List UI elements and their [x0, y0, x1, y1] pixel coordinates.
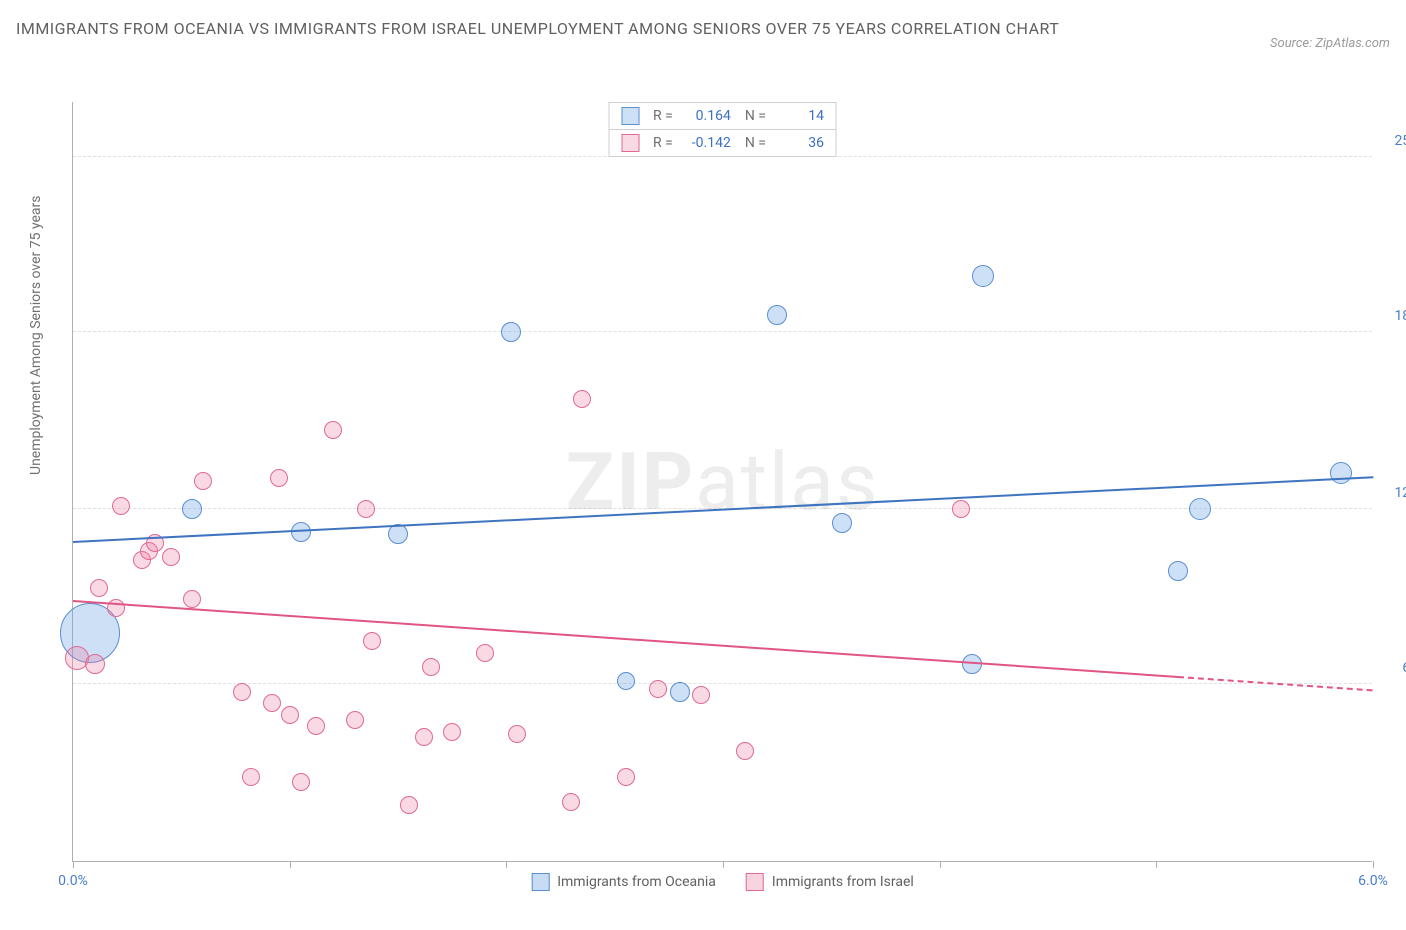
y-axis-label: Unemployment Among Seniors over 75 years — [28, 455, 44, 475]
data-point — [422, 658, 440, 676]
data-point — [183, 590, 201, 608]
x-tick-label: 6.0% — [1358, 873, 1388, 889]
y-tick-label: 25.0% — [1377, 133, 1406, 149]
data-point — [400, 796, 418, 814]
x-tick — [506, 861, 507, 868]
x-tick — [940, 861, 941, 868]
trend-line — [73, 476, 1373, 543]
chart-title: IMMIGRANTS FROM OCEANIA VS IMMIGRANTS FR… — [16, 16, 1059, 42]
data-point — [952, 500, 970, 518]
data-point — [1168, 561, 1188, 581]
x-tick-label: 0.0% — [58, 873, 88, 889]
data-point — [346, 711, 364, 729]
data-point — [670, 682, 690, 702]
x-tick — [73, 861, 74, 868]
data-point — [617, 768, 635, 786]
x-tick — [1373, 861, 1374, 868]
correlation-chart: IMMIGRANTS FROM OCEANIA VS IMMIGRANTS FR… — [16, 16, 1390, 914]
data-point — [443, 723, 461, 741]
stats-legend-row-israel: R = -0.142 N = 36 — [609, 130, 836, 156]
data-point — [182, 499, 202, 519]
data-point — [649, 680, 667, 698]
data-point — [324, 421, 342, 439]
data-point — [692, 686, 710, 704]
gridline — [73, 683, 1372, 684]
series-legend: Immigrants from Oceania Immigrants from … — [531, 873, 914, 891]
legend-label: Immigrants from Israel — [772, 874, 914, 890]
data-point — [90, 579, 108, 597]
data-point — [281, 706, 299, 724]
data-point — [972, 265, 994, 287]
data-point — [194, 472, 212, 490]
n-label: N = — [745, 135, 766, 151]
r-label: R = — [653, 135, 673, 151]
watermark-light: atlas — [695, 435, 879, 529]
data-point — [242, 768, 260, 786]
data-point — [832, 513, 852, 533]
data-point — [617, 672, 635, 690]
swatch-israel — [746, 873, 764, 891]
n-label: N = — [745, 108, 766, 124]
y-tick-label: 6.3% — [1377, 660, 1406, 676]
data-point — [107, 599, 125, 617]
r-value-oceania: 0.164 — [681, 108, 731, 124]
gridline — [73, 331, 1372, 332]
data-point — [476, 644, 494, 662]
data-point — [767, 305, 787, 325]
x-tick — [1156, 861, 1157, 868]
y-tick-label: 12.5% — [1377, 485, 1406, 501]
x-tick — [290, 861, 291, 868]
data-point — [162, 548, 180, 566]
data-point — [263, 694, 281, 712]
stats-legend-row-oceania: R = 0.164 N = 14 — [609, 103, 836, 130]
swatch-oceania — [621, 107, 639, 125]
data-point — [415, 728, 433, 746]
r-value-israel: -0.142 — [681, 135, 731, 151]
source-attribution: Source: ZipAtlas.com — [1270, 36, 1390, 51]
data-point — [270, 469, 288, 487]
data-point — [1189, 498, 1211, 520]
swatch-israel — [621, 134, 639, 152]
data-point — [292, 773, 310, 791]
data-point — [307, 717, 325, 735]
legend-label: Immigrants from Oceania — [557, 874, 716, 890]
legend-item-oceania: Immigrants from Oceania — [531, 873, 716, 891]
y-tick-label: 18.8% — [1377, 308, 1406, 324]
n-value-oceania: 14 — [774, 108, 824, 124]
data-point — [562, 793, 580, 811]
plot-area: ZIPatlas R = 0.164 N = 14 R = -0.142 N =… — [72, 102, 1372, 862]
trend-line — [1178, 676, 1373, 691]
stats-legend: R = 0.164 N = 14 R = -0.142 N = 36 — [608, 102, 837, 157]
data-point — [736, 742, 754, 760]
trend-line — [73, 600, 1178, 678]
data-point — [233, 683, 251, 701]
r-label: R = — [653, 108, 673, 124]
n-value-israel: 36 — [774, 135, 824, 151]
legend-item-israel: Immigrants from Israel — [746, 873, 914, 891]
data-point — [508, 725, 526, 743]
data-point — [85, 654, 105, 674]
data-point — [501, 322, 521, 342]
data-point — [357, 500, 375, 518]
data-point — [388, 524, 408, 544]
data-point — [363, 632, 381, 650]
data-point — [112, 497, 130, 515]
data-point — [573, 390, 591, 408]
swatch-oceania — [531, 873, 549, 891]
x-tick — [723, 861, 724, 868]
